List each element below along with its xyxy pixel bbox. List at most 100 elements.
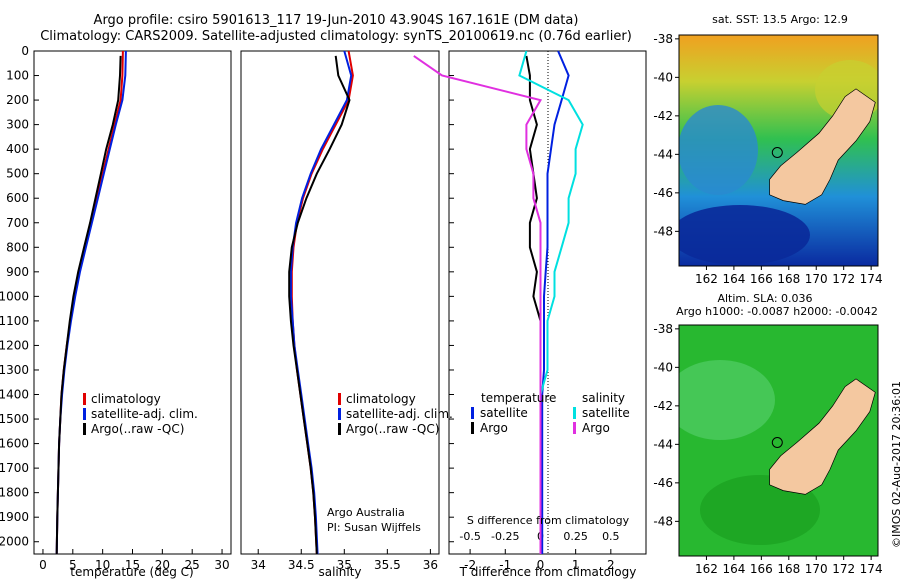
lon-tick-label: 174	[860, 272, 883, 286]
series-s_argo	[413, 55, 543, 554]
series-clim	[290, 50, 354, 555]
x-tick-label: 35	[337, 558, 352, 572]
annotation-argo-australia: Argo Australia	[327, 506, 405, 519]
legend-label: satellite-adj. clim.	[346, 407, 453, 421]
series-sat	[289, 50, 353, 555]
legend-swatch	[83, 423, 86, 435]
lat-tick-label: -48	[653, 224, 673, 238]
lon-tick-label: 170	[805, 562, 828, 576]
series-t_sat	[541, 50, 570, 554]
sla-map: Altim. SLA: 0.036 Argo h1000: -0.0087 h2…	[653, 292, 882, 576]
depth-tick-label: 1100	[0, 314, 29, 328]
legend-label: Argo	[480, 421, 508, 435]
s-tick-label: 0.5	[602, 530, 620, 543]
lat-tick-label: -42	[653, 399, 673, 413]
x-tick-label: -1	[499, 558, 511, 572]
lat-tick-label: -40	[653, 360, 673, 374]
x-tick-label: 10	[95, 558, 110, 572]
south-island-land	[769, 378, 876, 495]
lon-tick-label: 166	[750, 272, 773, 286]
x-tick-label: 5	[69, 558, 77, 572]
lat-tick-label: -40	[653, 70, 673, 84]
lon-tick-label: 164	[722, 562, 745, 576]
legend-swatch	[573, 407, 576, 419]
lon-tick-label: 170	[805, 272, 828, 286]
legend-label: satellite	[480, 406, 528, 420]
depth-tick-label: 700	[6, 216, 29, 230]
sla-map-subtitle: Argo h1000: -0.0087 h2000: -0.0042	[676, 305, 878, 318]
series-s_sat	[518, 50, 584, 554]
series-sat	[55, 50, 127, 555]
depth-tick-label: 1500	[0, 412, 29, 426]
lat-tick-label: -48	[653, 514, 673, 528]
depth-tick-label: 1600	[0, 437, 29, 451]
sst-cool-patch	[679, 105, 758, 195]
s-diff-x-label: S difference from climatology	[467, 514, 630, 527]
legend-label: Argo(..raw -QC)	[91, 422, 184, 436]
sla-patch-2	[700, 475, 820, 545]
series-t_argo	[525, 55, 542, 554]
x-tick-label: 34.5	[288, 558, 315, 572]
legend-label: Argo	[582, 421, 610, 435]
depth-tick-label: 0	[21, 44, 29, 58]
series-argo	[288, 55, 351, 555]
x-tick-label: 20	[155, 558, 170, 572]
s-tick-label: 0.25	[563, 530, 588, 543]
lat-tick-label: -38	[653, 322, 673, 336]
sst-cold-patch	[679, 205, 810, 265]
argo-position-marker	[771, 147, 783, 158]
legend-label: satellite-adj. clim.	[91, 407, 198, 421]
s-tick-label: -0.5	[459, 530, 480, 543]
depth-tick-label: 1800	[0, 486, 29, 500]
south-island-land	[769, 88, 876, 205]
depth-tick-label: 2000	[0, 535, 29, 549]
legend-label: Argo(..raw -QC)	[346, 422, 439, 436]
lat-tick-label: -38	[653, 32, 673, 46]
salinity-panel: 34 34.5 35 35.5 36 climatologysatellite-adj. …	[240, 50, 453, 579]
temperature-panel: 0100200300400500600700800900100011001200…	[0, 44, 232, 579]
lat-tick-label: -46	[653, 476, 673, 490]
argo-position-marker	[771, 437, 783, 448]
salinity-plot-frame	[240, 50, 440, 555]
sst-map-title: sat. SST: 13.5 Argo: 12.9	[712, 13, 848, 26]
legend-t-header: temperature	[481, 391, 556, 405]
lon-tick-label: 162	[695, 272, 718, 286]
x-tick-label: 0	[537, 558, 545, 572]
lon-tick-label: 164	[722, 272, 745, 286]
depth-tick-label: 200	[6, 93, 29, 107]
lat-tick-label: -42	[653, 109, 673, 123]
sla-map-title: Altim. SLA: 0.036	[717, 292, 812, 305]
lat-tick-label: -46	[653, 186, 673, 200]
lat-tick-label: -44	[653, 437, 673, 451]
lon-tick-label: 168	[777, 272, 800, 286]
x-tick-label: 2	[607, 558, 615, 572]
lon-tick-label: 172	[832, 272, 855, 286]
depth-tick-label: 1300	[0, 363, 29, 377]
legend-swatch	[338, 423, 341, 435]
depth-tick-label: 1700	[0, 461, 29, 475]
depth-tick-label: 800	[6, 240, 29, 254]
salinity-x-label: salinity	[318, 565, 361, 579]
depth-tick-label: 900	[6, 265, 29, 279]
legend-s-header: salinity	[582, 391, 625, 405]
depth-tick-label: 1000	[0, 289, 29, 303]
depth-tick-label: 300	[6, 118, 29, 132]
t-diff-x-label: T difference from climatology	[459, 565, 637, 579]
x-tick-label: 36	[423, 558, 438, 572]
legend-swatch	[573, 422, 576, 434]
series-argo	[55, 55, 122, 555]
x-tick-label: -2	[464, 558, 476, 572]
legend-swatch	[338, 393, 341, 405]
depth-tick-label: 1400	[0, 388, 29, 402]
figure-title-line-1: Argo profile: csiro 5901613_117 19-Jun-2…	[93, 13, 579, 28]
legend-swatch	[83, 408, 86, 420]
depth-tick-label: 400	[6, 142, 29, 156]
x-tick-label: 15	[125, 558, 140, 572]
lon-tick-label: 166	[750, 562, 773, 576]
figure-title-line-2: Climatology: CARS2009. Satellite-adjuste…	[40, 29, 632, 44]
depth-tick-label: 600	[6, 191, 29, 205]
lat-tick-label: -44	[653, 147, 673, 161]
